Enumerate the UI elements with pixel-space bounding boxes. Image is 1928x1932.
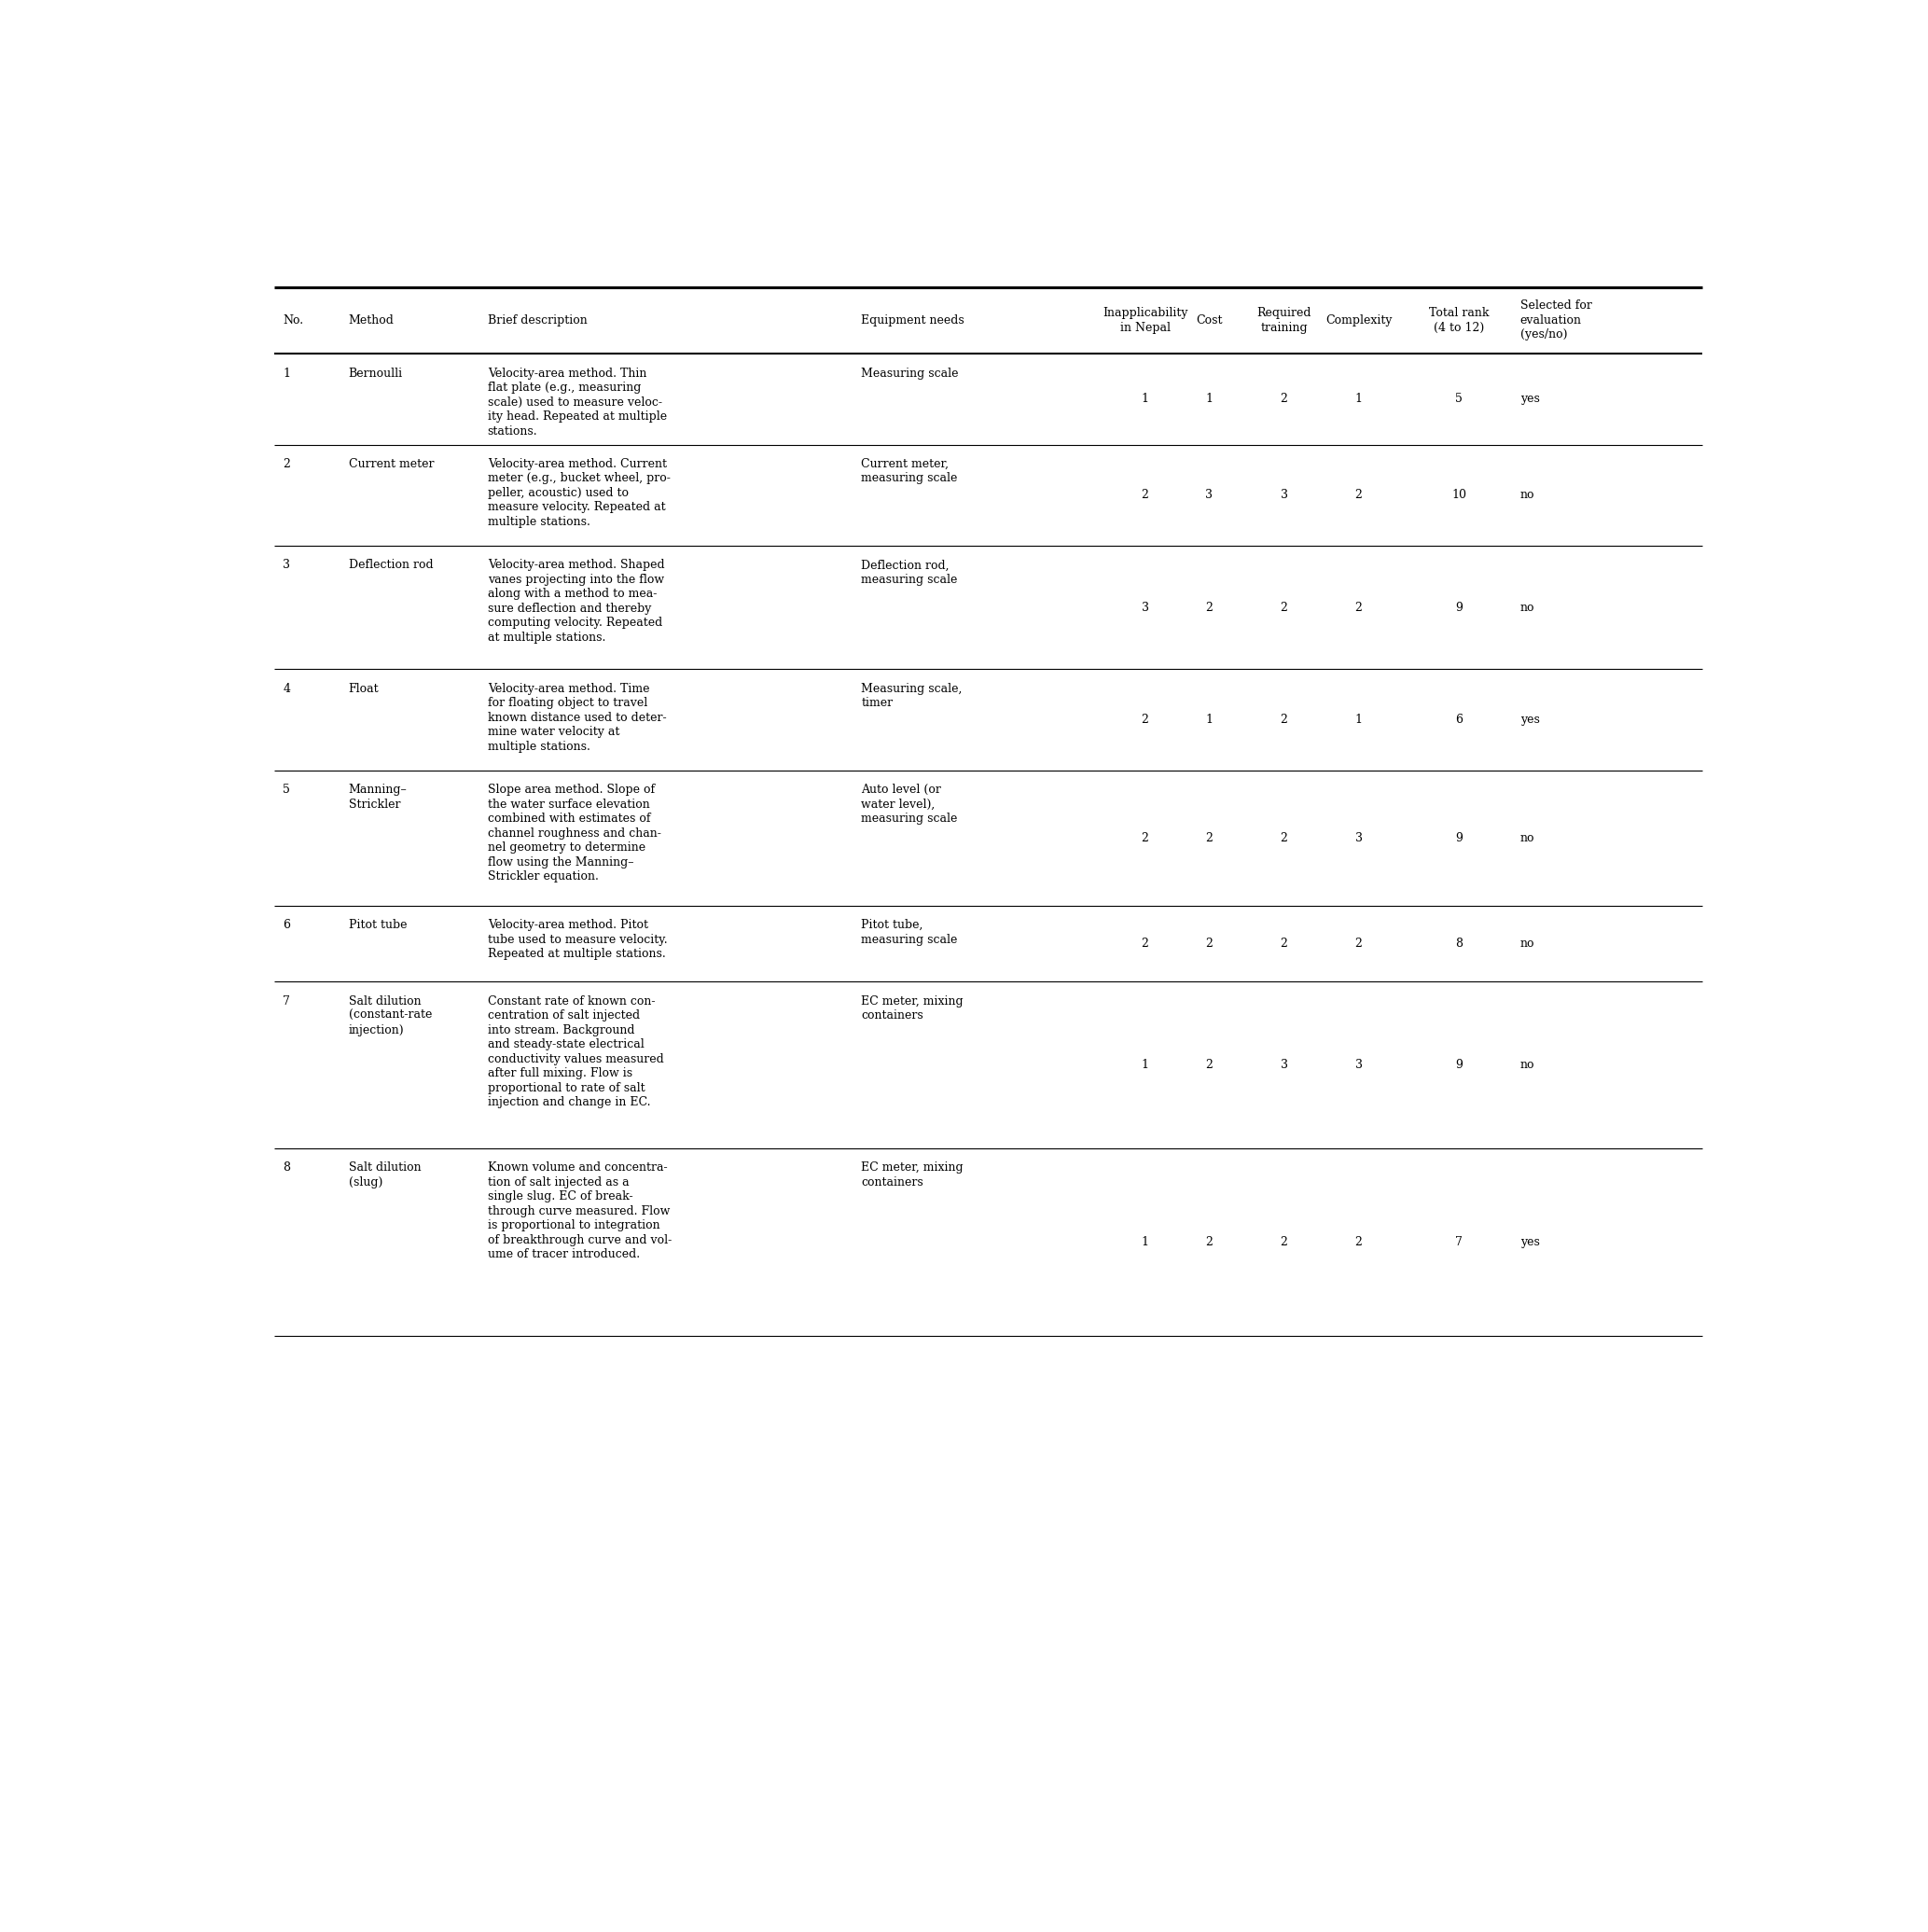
Text: yes: yes — [1519, 1236, 1539, 1248]
Text: 7: 7 — [1456, 1236, 1463, 1248]
Text: Deflection rod: Deflection rod — [349, 558, 434, 572]
Text: Auto level (or
water level),
measuring scale: Auto level (or water level), measuring s… — [862, 784, 958, 825]
Text: 2: 2 — [1280, 1236, 1288, 1248]
Text: 2: 2 — [283, 458, 291, 469]
Text: 2: 2 — [1355, 937, 1363, 951]
Text: 1: 1 — [1355, 713, 1363, 726]
Text: Manning–
Strickler: Manning– Strickler — [349, 784, 407, 810]
Text: 1: 1 — [1141, 1059, 1149, 1070]
Text: Pitot tube: Pitot tube — [349, 920, 407, 931]
Text: Known volume and concentra-
tion of salt injected as a
single slug. EC of break-: Known volume and concentra- tion of salt… — [488, 1161, 671, 1260]
Text: 1: 1 — [1141, 392, 1149, 406]
Text: Equipment needs: Equipment needs — [862, 315, 964, 327]
Text: Brief description: Brief description — [488, 315, 588, 327]
Text: 2: 2 — [1205, 1236, 1213, 1248]
Text: Slope area method. Slope of
the water surface elevation
combined with estimates : Slope area method. Slope of the water su… — [488, 784, 661, 883]
Text: Float: Float — [349, 682, 380, 696]
Text: Salt dilution
(slug): Salt dilution (slug) — [349, 1161, 420, 1188]
Text: Velocity-area method. Shaped
vanes projecting into the flow
along with a method : Velocity-area method. Shaped vanes proje… — [488, 558, 665, 643]
Text: Deflection rod,
measuring scale: Deflection rod, measuring scale — [862, 558, 958, 585]
Text: No.: No. — [283, 315, 303, 327]
Text: 2: 2 — [1141, 489, 1149, 500]
Text: 2: 2 — [1205, 833, 1213, 844]
Text: 3: 3 — [1355, 1059, 1363, 1070]
Text: Method: Method — [349, 315, 393, 327]
Text: 2: 2 — [1205, 937, 1213, 951]
Text: Cost: Cost — [1195, 315, 1222, 327]
Text: 2: 2 — [1280, 392, 1288, 406]
Text: 9: 9 — [1456, 833, 1463, 844]
Text: Pitot tube,
measuring scale: Pitot tube, measuring scale — [862, 920, 958, 947]
Text: Bernoulli: Bernoulli — [349, 367, 403, 379]
Text: 3: 3 — [1355, 833, 1363, 844]
Text: yes: yes — [1519, 713, 1539, 726]
Text: 2: 2 — [1205, 601, 1213, 614]
Text: no: no — [1519, 833, 1535, 844]
Text: 4: 4 — [283, 682, 291, 696]
Text: 2: 2 — [1205, 1059, 1213, 1070]
Text: 1: 1 — [1355, 392, 1363, 406]
Text: 2: 2 — [1355, 601, 1363, 614]
Text: 10: 10 — [1452, 489, 1465, 500]
Text: Complexity: Complexity — [1325, 315, 1392, 327]
Text: 1: 1 — [283, 367, 291, 379]
Text: 2: 2 — [1280, 601, 1288, 614]
Text: Measuring scale: Measuring scale — [862, 367, 958, 379]
Text: 6: 6 — [283, 920, 291, 931]
Text: 2: 2 — [1280, 713, 1288, 726]
Text: 3: 3 — [283, 558, 291, 572]
Text: Total rank
(4 to 12): Total rank (4 to 12) — [1429, 307, 1488, 334]
Text: EC meter, mixing
containers: EC meter, mixing containers — [862, 995, 964, 1022]
Text: 3: 3 — [1280, 1059, 1288, 1070]
Text: 3: 3 — [1280, 489, 1288, 500]
Text: 1: 1 — [1141, 1236, 1149, 1248]
Text: 2: 2 — [1280, 833, 1288, 844]
Text: 1: 1 — [1205, 713, 1213, 726]
Text: 2: 2 — [1141, 937, 1149, 951]
Text: Inapplicability
in Nepal: Inapplicability in Nepal — [1103, 307, 1188, 334]
Text: Current meter,
measuring scale: Current meter, measuring scale — [862, 458, 958, 485]
Text: 6: 6 — [1456, 713, 1463, 726]
Text: 5: 5 — [1456, 392, 1463, 406]
Text: 1: 1 — [1205, 392, 1213, 406]
Text: Velocity-area method. Time
for floating object to travel
known distance used to : Velocity-area method. Time for floating … — [488, 682, 667, 753]
Text: Measuring scale,
timer: Measuring scale, timer — [862, 682, 962, 709]
Text: 3: 3 — [1141, 601, 1149, 614]
Text: no: no — [1519, 1059, 1535, 1070]
Text: Velocity-area method. Pitot
tube used to measure velocity.
Repeated at multiple : Velocity-area method. Pitot tube used to… — [488, 920, 667, 960]
Text: 8: 8 — [283, 1161, 291, 1175]
Text: no: no — [1519, 489, 1535, 500]
Text: 2: 2 — [1280, 937, 1288, 951]
Text: 9: 9 — [1456, 1059, 1463, 1070]
Text: EC meter, mixing
containers: EC meter, mixing containers — [862, 1161, 964, 1188]
Text: 2: 2 — [1355, 1236, 1363, 1248]
Text: 9: 9 — [1456, 601, 1463, 614]
Text: 8: 8 — [1456, 937, 1463, 951]
Text: 5: 5 — [283, 784, 291, 796]
Text: 2: 2 — [1355, 489, 1363, 500]
Text: 2: 2 — [1141, 713, 1149, 726]
Text: 2: 2 — [1141, 833, 1149, 844]
Text: 7: 7 — [283, 995, 291, 1007]
Text: yes: yes — [1519, 392, 1539, 406]
Text: Required
training: Required training — [1257, 307, 1311, 334]
Text: no: no — [1519, 937, 1535, 951]
Text: no: no — [1519, 601, 1535, 614]
Text: Velocity-area method. Thin
flat plate (e.g., measuring
scale) used to measure ve: Velocity-area method. Thin flat plate (e… — [488, 367, 667, 437]
Text: Selected for
evaluation
(yes/no): Selected for evaluation (yes/no) — [1519, 299, 1593, 340]
Text: Velocity-area method. Current
meter (e.g., bucket wheel, pro-
peller, acoustic) : Velocity-area method. Current meter (e.g… — [488, 458, 671, 527]
Text: Constant rate of known con-
centration of salt injected
into stream. Background
: Constant rate of known con- centration o… — [488, 995, 663, 1109]
Text: Salt dilution
(constant-rate
injection): Salt dilution (constant-rate injection) — [349, 995, 432, 1036]
Text: Current meter: Current meter — [349, 458, 434, 469]
Text: 3: 3 — [1205, 489, 1213, 500]
